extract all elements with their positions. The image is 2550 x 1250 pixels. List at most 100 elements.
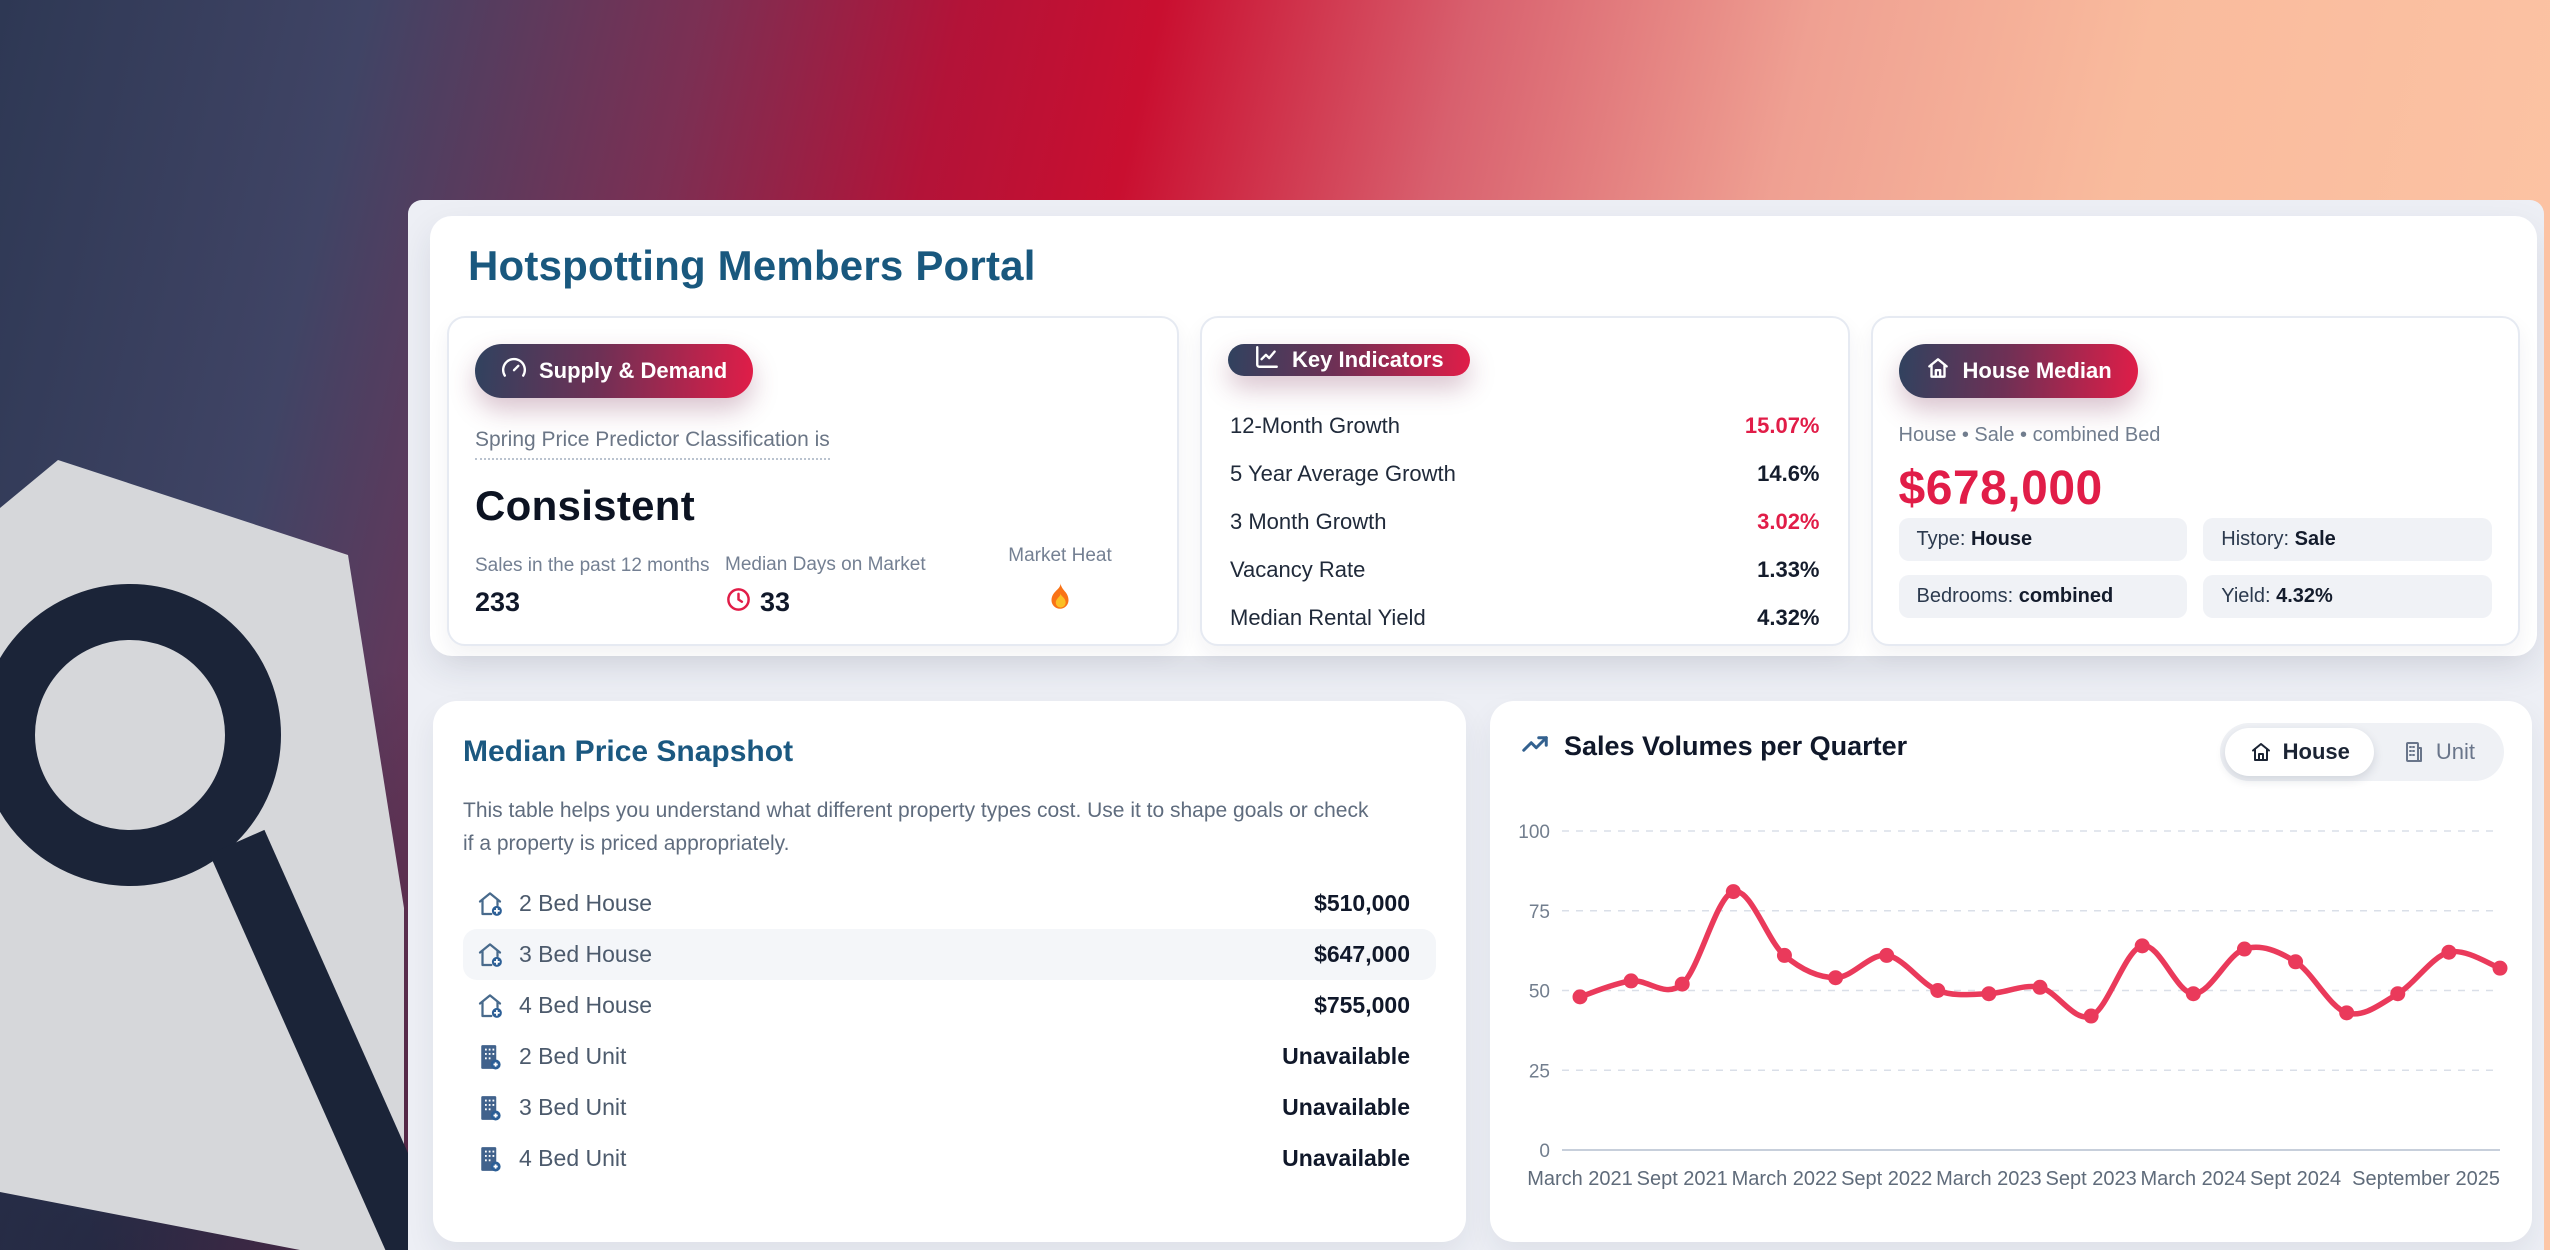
- house-median-card: House Median House • Sale • combined Bed…: [1870, 316, 2520, 646]
- gauge-icon: [501, 355, 527, 387]
- house-median-price: $678,000: [1898, 462, 2103, 515]
- table-row[interactable]: 3 Bed House $647,000: [463, 929, 1436, 981]
- chart-title: Sales Volumes per Quarter: [1564, 731, 1908, 761]
- svg-text:Sept 2023: Sept 2023: [2046, 1168, 2137, 1190]
- snapshot-table: 2 Bed House $510,000 3 Bed House $647,000 4 …: [463, 878, 1436, 1184]
- indicator-label: 12-Month Growth: [1230, 413, 1400, 438]
- svg-text:50: 50: [1529, 982, 1550, 1003]
- row-value: Unavailable: [1282, 1094, 1410, 1121]
- pill-label: History:: [2221, 528, 2290, 550]
- building-plus-icon: [475, 1144, 505, 1174]
- indicator-row: Vacancy Rate 1.33%: [1228, 546, 1822, 594]
- sales-12m-label: Sales in the past 12 months: [475, 555, 710, 577]
- table-row[interactable]: 4 Bed House $755,000: [463, 980, 1436, 1031]
- key-indicators-badge: Key Indicators: [1228, 344, 1470, 376]
- hotspotting-logo-watermark: [0, 460, 412, 1250]
- summary-cards-row: Supply & Demand Spring Price Predictor C…: [447, 316, 2520, 646]
- indicator-label: 3 Month Growth: [1230, 509, 1387, 534]
- table-row[interactable]: 2 Bed House $510,000: [463, 878, 1436, 929]
- row-label: 4 Bed Unit: [519, 1145, 627, 1172]
- indicator-value: 3.02%: [1757, 509, 1820, 534]
- table-row[interactable]: 3 Bed Unit Unavailable: [463, 1082, 1436, 1133]
- yield-pill: Yield: 4.32%: [2203, 575, 2492, 618]
- key-indicators-badge-label: Key Indicators: [1292, 347, 1444, 372]
- table-row[interactable]: 4 Bed Unit Unavailable: [463, 1133, 1436, 1184]
- row-label: 2 Bed Unit: [519, 1043, 627, 1070]
- row-value: Unavailable: [1282, 1043, 1410, 1070]
- trending-up-icon: [1520, 729, 1550, 764]
- row-value: $647,000: [1314, 941, 1410, 968]
- pill-value: combined: [2018, 585, 2114, 607]
- history-pill: History: Sale: [2203, 518, 2492, 561]
- chart-header: Sales Volumes per Quarter: [1520, 729, 2502, 764]
- pill-value: House: [1970, 528, 2033, 550]
- row-value: $755,000: [1314, 992, 1410, 1019]
- bedrooms-pill: Bedrooms: combined: [1898, 575, 2188, 618]
- toggle-house-label: House: [2282, 739, 2350, 764]
- clock-icon: [725, 586, 752, 618]
- chart-line-icon: [1254, 344, 1280, 376]
- snapshot-description: This table helps you understand what dif…: [463, 799, 1369, 855]
- svg-text:25: 25: [1529, 1061, 1550, 1082]
- svg-text:March 2023: March 2023: [1936, 1168, 2042, 1190]
- house-icon: [1925, 355, 1951, 387]
- table-row[interactable]: 2 Bed Unit Unavailable: [463, 1031, 1436, 1082]
- indicator-value: 15.07%: [1744, 413, 1820, 438]
- svg-text:Sept 2024: Sept 2024: [2250, 1168, 2341, 1190]
- indicator-row: 5 Year Average Growth 14.6%: [1228, 450, 1822, 498]
- sales-12m-value: 233: [475, 587, 521, 617]
- median-days-value: 33: [760, 586, 791, 617]
- svg-text:March 2022: March 2022: [1732, 1168, 1838, 1190]
- supply-demand-card: Supply & Demand Spring Price Predictor C…: [447, 316, 1179, 646]
- toggle-unit-button[interactable]: Unit: [2378, 728, 2499, 776]
- row-label: 3 Bed Unit: [519, 1094, 627, 1121]
- portal-panel: Hotspotting Members Portal Supply & Dema…: [408, 200, 2544, 1250]
- indicator-label: Vacancy Rate: [1230, 557, 1366, 582]
- pill-value: 4.32%: [2276, 585, 2333, 607]
- house-median-pills: Type: House History: Sale Bedrooms: comb…: [1898, 518, 2492, 618]
- row-label: 2 Bed House: [519, 890, 652, 917]
- indicator-value: 1.33%: [1757, 557, 1820, 582]
- page-title: Hotspotting Members Portal: [468, 242, 1036, 289]
- market-heat-label: Market Heat: [1008, 545, 1112, 567]
- svg-text:75: 75: [1529, 902, 1550, 923]
- svg-text:Sept 2021: Sept 2021: [1637, 1168, 1728, 1190]
- svg-text:0: 0: [1539, 1141, 1550, 1162]
- indicator-label: 5 Year Average Growth: [1230, 461, 1456, 486]
- median-price-snapshot-panel: Median Price Snapshot This table helps y…: [433, 701, 1466, 1242]
- type-pill: Type: House: [1898, 518, 2188, 561]
- snapshot-title: Median Price Snapshot: [463, 735, 794, 768]
- building-plus-icon: [475, 1093, 505, 1123]
- house-plus-icon: [475, 889, 505, 919]
- indicator-value: 14.6%: [1757, 461, 1820, 486]
- key-indicators-card: Key Indicators 12-Month Growth 15.07% 5 …: [1200, 316, 1850, 646]
- house-median-badge-label: House Median: [1962, 358, 2112, 383]
- indicator-row: Median Rental Yield 4.32%: [1228, 594, 1822, 642]
- sales-volumes-panel: Sales Volumes per Quarter House: [1490, 701, 2532, 1242]
- bottom-panels-row: Median Price Snapshot This table helps y…: [433, 701, 2532, 1242]
- flame-icon: [985, 579, 1135, 618]
- indicator-row: 3 Month Growth 3.02%: [1228, 498, 1822, 546]
- hero-card: Hotspotting Members Portal Supply & Dema…: [430, 216, 2537, 656]
- indicator-value: 4.32%: [1757, 605, 1820, 630]
- row-label: 4 Bed House: [519, 992, 652, 1019]
- svg-text:March 2021: March 2021: [1527, 1168, 1633, 1190]
- indicator-row: 12-Month Growth 15.07%: [1228, 402, 1822, 450]
- house-plus-icon: [475, 991, 505, 1021]
- classification-value: Consistent: [475, 482, 696, 529]
- sales-volume-chart: 0 25 50 75 100 March 2021 Sept 2021 March 2022 S…: [1512, 813, 2512, 1218]
- house-unit-toggle: House Unit: [2219, 723, 2504, 781]
- svg-text:100: 100: [1518, 822, 1550, 843]
- pill-label: Bedrooms:: [1916, 585, 2014, 607]
- house-median-subtitle: House • Sale • combined Bed: [1898, 424, 2161, 446]
- row-value: $510,000: [1314, 890, 1410, 917]
- classification-caption: Spring Price Predictor Classification is: [475, 428, 830, 460]
- pill-label: Type:: [1916, 528, 1966, 550]
- toggle-house-button[interactable]: House: [2224, 728, 2374, 776]
- key-indicator-rows: 12-Month Growth 15.07% 5 Year Average Gr…: [1228, 402, 1822, 642]
- svg-text:March 2024: March 2024: [2141, 1168, 2247, 1190]
- pill-label: Yield:: [2221, 585, 2271, 607]
- house-median-badge: House Median: [1898, 344, 2138, 398]
- median-days-label: Median Days on Market: [725, 554, 926, 576]
